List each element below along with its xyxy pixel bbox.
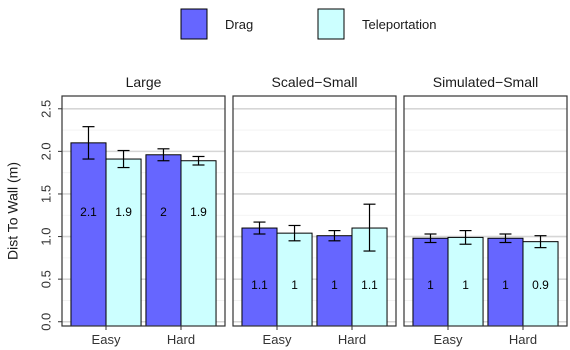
bar-1-0-1 (276, 232, 313, 327)
x-tick-label-2-1: Hard (509, 332, 537, 347)
y-tick-label-1: 0.5 (38, 270, 53, 288)
panel-strip-1 (233, 67, 396, 96)
legend-label-1: Teleportation (362, 17, 436, 32)
y-axis-label: Dist To Wall (m) (5, 162, 21, 260)
x-tick-label-0-0: Easy (92, 332, 121, 347)
bar-0-0-1 (105, 158, 142, 327)
bar-0-1-1 (180, 160, 217, 327)
y-tick-label-3: 1.5 (38, 185, 53, 203)
x-tick-label-1-0: Easy (263, 332, 292, 347)
data-label-1-0-0: 1.1 (251, 278, 268, 292)
data-label-2-1-1: 0.9 (532, 278, 549, 292)
bar-0-0-0 (70, 142, 107, 327)
panel-border-0 (61, 95, 226, 327)
bar-0-1-0 (145, 154, 182, 327)
legend-label-0: Drag (225, 17, 253, 32)
data-label-0-0-0: 2.1 (80, 205, 97, 219)
data-label-2-0-0: 1 (427, 278, 434, 292)
bar-2-1-1 (522, 241, 559, 327)
x-tick-label-0-1: Hard (167, 332, 195, 347)
panel-strip-0 (62, 67, 225, 96)
bar-1-1-0 (316, 235, 353, 327)
bar-2-0-0 (412, 237, 449, 327)
data-label-1-1-0: 1 (331, 278, 338, 292)
panel-title-0: Large (126, 74, 162, 90)
data-label-0-0-1: 1.9 (115, 205, 132, 219)
y-tick-label-2: 1.0 (38, 228, 53, 246)
panel-strip-2 (404, 67, 567, 96)
data-label-0-1-0: 2 (160, 205, 167, 219)
x-tick-label-2-0: Easy (434, 332, 463, 347)
legend-swatch-1 (317, 8, 345, 40)
legend-swatch-0 (180, 8, 208, 40)
y-tick-label-5: 2.5 (38, 100, 53, 118)
data-label-1-0-1: 1 (291, 278, 298, 292)
bar-1-0-0 (241, 227, 278, 327)
y-tick-label-4: 2.0 (38, 142, 53, 160)
panel-border-2 (403, 95, 568, 327)
panel-border-1 (232, 95, 397, 327)
data-label-2-0-1: 1 (462, 278, 469, 292)
panel-title-1: Scaled−Small (272, 74, 358, 90)
panel-title-2: Simulated−Small (433, 74, 538, 90)
data-label-1-1-1: 1.1 (361, 278, 378, 292)
data-label-2-1-0: 1 (502, 278, 509, 292)
x-tick-label-1-1: Hard (338, 332, 366, 347)
data-label-0-1-1: 1.9 (190, 205, 207, 219)
y-tick-label-0: 0.0 (38, 313, 53, 331)
